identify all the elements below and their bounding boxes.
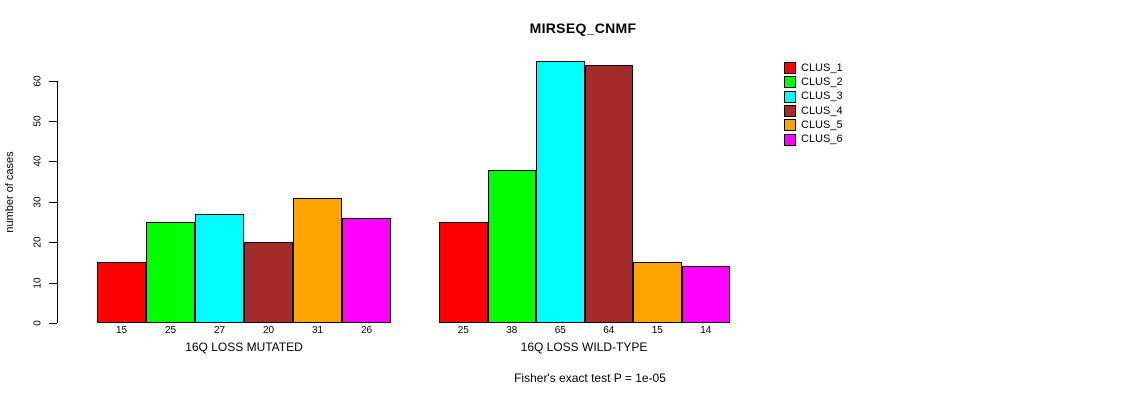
bar-value-clus_1-mutated: 15 (115, 325, 128, 336)
chart-title: MIRSEQ_CNMF (529, 20, 637, 36)
x-group-label-mutated: 16Q LOSS MUTATED (185, 340, 303, 354)
bar-value-clus_1-wild-type: 25 (457, 325, 469, 336)
legend-swatch-clus_2 (784, 76, 796, 89)
bar-clus_3-mutated (195, 213, 244, 323)
bar-clus_5-wild-type (633, 262, 682, 323)
bar-value-clus_2-wild-type: 38 (506, 325, 518, 336)
y-tick-0 (49, 323, 57, 324)
bar-clus_2-mutated (146, 222, 195, 323)
bar-value-clus_6-mutated: 26 (360, 325, 373, 336)
bar-clus_2-wild-type (487, 169, 536, 323)
legend-swatch-clus_1 (784, 62, 796, 75)
y-tick-label-30: 30 (32, 196, 44, 208)
bar-value-clus_2-mutated: 25 (164, 325, 177, 336)
legend-item-clus_2: CLUS_2 (784, 75, 843, 89)
y-tick-label-60: 60 (32, 75, 44, 87)
y-tick-30 (49, 201, 57, 203)
bar-value-clus_5-mutated: 31 (311, 325, 324, 336)
legend-swatch-clus_5 (784, 119, 796, 132)
legend-swatch-clus_6 (784, 133, 796, 146)
bar-value-clus_3-wild-type: 65 (554, 325, 566, 336)
legend-label-clus_4: CLUS_4 (801, 104, 843, 117)
legend-label-clus_1: CLUS_1 (801, 61, 843, 74)
bar-clus_6-wild-type (681, 266, 730, 323)
y-tick-label-20: 20 (32, 236, 44, 248)
y-tick-40 (49, 161, 57, 163)
y-tick-label-0: 0 (32, 320, 44, 326)
y-tick-20 (49, 242, 57, 244)
legend-item-clus_4: CLUS_4 (784, 104, 843, 118)
bar-clus_6-mutated (342, 218, 391, 323)
legend-item-clus_3: CLUS_3 (784, 90, 843, 104)
y-tick-10 (49, 282, 57, 284)
bar-value-clus_4-wild-type: 64 (603, 325, 615, 336)
bar-clus_1-wild-type (439, 222, 488, 323)
y-tick-label-40: 40 (32, 155, 44, 168)
y-tick-label-50: 50 (32, 115, 44, 127)
legend-label-clus_6: CLUS_6 (801, 133, 843, 146)
legend-swatch-clus_4 (784, 105, 796, 118)
y-tick-label-10: 10 (32, 277, 44, 289)
bar-clus_1-mutated (97, 262, 146, 323)
legend-item-clus_5: CLUS_5 (784, 118, 843, 132)
bar-value-clus_6-wild-type: 14 (700, 325, 712, 336)
legend-label-clus_2: CLUS_2 (801, 75, 843, 88)
legend-item-clus_6: CLUS_6 (784, 132, 843, 146)
x-group-label-wild-type: 16Q LOSS WILD-TYPE (520, 340, 648, 354)
bar-clus_4-mutated (244, 242, 293, 323)
bar-value-clus_5-wild-type: 15 (651, 325, 663, 336)
legend-label-clus_3: CLUS_3 (801, 90, 843, 103)
bar-clus_3-wild-type (536, 60, 585, 323)
legend-label-clus_5: CLUS_5 (801, 118, 843, 131)
legend-swatch-clus_3 (784, 90, 796, 103)
fisher-test-annotation: Fisher's exact test P = 1e-05 (514, 371, 666, 385)
legend-item-clus_1: CLUS_1 (784, 61, 843, 75)
bar-value-clus_3-mutated: 27 (213, 325, 226, 336)
y-axis-label: number of cases (4, 151, 16, 233)
legend: CLUS_1 CLUS_2 CLUS_3 CLUS_4 CLUS_5 CLUS_6 (784, 61, 843, 147)
y-tick-50 (49, 121, 57, 123)
y-tick-60 (49, 80, 57, 82)
y-axis-line (57, 81, 58, 323)
bar-clus_5-mutated (293, 197, 342, 323)
bar-value-clus_4-mutated: 20 (262, 325, 275, 336)
bar-clus_4-wild-type (584, 64, 633, 323)
